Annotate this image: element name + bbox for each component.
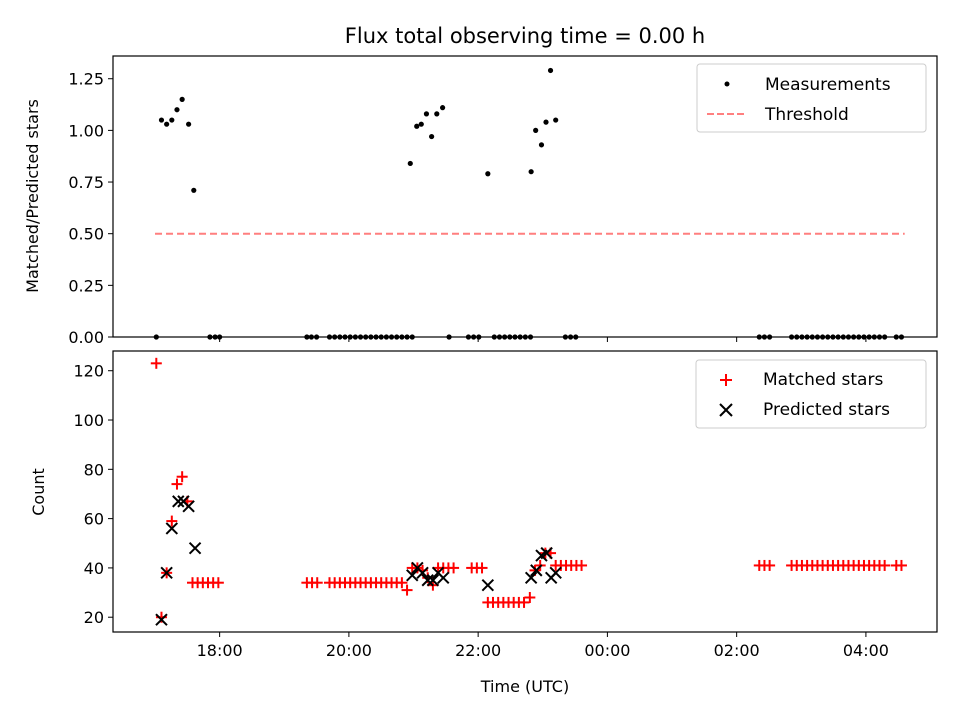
predicted-point	[182, 500, 195, 513]
y-tick-label: 0.50	[68, 225, 104, 244]
x-tick-label: 18:00	[197, 641, 243, 660]
x-tick-label: 02:00	[714, 641, 760, 660]
measurement-point	[533, 127, 539, 133]
measurement-point	[528, 169, 534, 175]
predicted-point	[549, 566, 562, 580]
predicted-point	[160, 566, 173, 580]
bottom-panel: 20 40 60 80 100 120 18:00 20:00 22:00 00:00 02:00 0…	[73, 350, 938, 660]
predicted-point	[172, 495, 185, 508]
matched-point	[576, 559, 588, 571]
x-tick-label: 20:00	[326, 641, 372, 660]
predicted-point	[165, 522, 179, 535]
top-ylabel: Matched/Predicted stars	[23, 99, 42, 293]
measurement-point	[158, 117, 165, 123]
bottom-legend-box	[695, 359, 927, 429]
y-tick-label: 0.25	[68, 276, 104, 295]
top-legend: Measurements Threshold	[696, 63, 927, 133]
measurement-point	[553, 117, 559, 123]
measurement-point	[429, 133, 435, 140]
measurement-point	[547, 67, 554, 74]
legend-threshold-label: Threshold	[764, 105, 849, 125]
matched-point	[879, 559, 891, 571]
predicted-point	[421, 574, 434, 587]
matched-point	[166, 515, 178, 527]
matched-point	[448, 562, 460, 574]
measurement-point	[434, 111, 440, 117]
measurement-point	[414, 123, 420, 129]
measurement-point	[191, 187, 197, 193]
predicted-point	[524, 571, 538, 584]
legend-matched-marker	[720, 374, 732, 386]
predicted-point	[188, 541, 202, 555]
y-tick-label: 60	[84, 510, 104, 529]
predicted-point	[406, 569, 419, 582]
predicted-point	[416, 566, 429, 580]
predicted-point	[437, 571, 450, 584]
measurement-point	[169, 117, 175, 123]
matched-point	[176, 471, 188, 483]
legend-matched-label: Matched stars	[763, 370, 883, 390]
y-tick-label: 0.75	[68, 173, 104, 192]
measurement-point	[174, 107, 180, 113]
legend-measurement-marker	[724, 81, 730, 87]
predicted-point	[426, 574, 440, 587]
legend-predicted-marker	[719, 403, 733, 417]
y-tick-label: 40	[84, 559, 104, 578]
measurement-point	[440, 105, 446, 111]
predicted-point	[540, 546, 553, 560]
measurement-point	[538, 142, 545, 148]
matched-point	[895, 559, 907, 571]
x-tick-label: 22:00	[455, 641, 501, 660]
matched-point	[524, 591, 536, 603]
y-tick-label: 80	[84, 460, 104, 479]
matched-point	[764, 559, 776, 571]
measurement-point	[179, 96, 185, 102]
x-tick-label: 04:00	[843, 641, 889, 660]
matched-point	[171, 478, 183, 490]
measurement-point	[164, 121, 170, 127]
bottom-ylabel: Count	[29, 468, 48, 516]
y-tick-label: 1.25	[68, 70, 104, 89]
predicted-point	[481, 578, 495, 592]
matched-point	[396, 577, 408, 589]
xlabel: Time (UTC)	[480, 677, 569, 696]
matched-point	[518, 596, 530, 608]
top-legend-box	[696, 63, 927, 133]
y-tick-label: 1.00	[68, 121, 104, 140]
x-tick-label: 00:00	[584, 641, 630, 660]
legend-predicted-label: Predicted stars	[763, 400, 890, 420]
bottom-legend: Matched stars Predicted stars	[695, 359, 927, 429]
measurement-point	[423, 111, 430, 117]
y-tick-label: 20	[84, 608, 104, 627]
measurement-point	[418, 121, 424, 127]
y-tick-label: 100	[73, 411, 104, 430]
measurement-point	[407, 160, 413, 167]
axes-frame	[112, 55, 938, 338]
legend-measurements-label: Measurements	[765, 75, 891, 95]
measurement-point	[543, 119, 549, 125]
axes-frame	[112, 350, 938, 633]
matched-point	[311, 577, 323, 589]
measurement-point	[186, 121, 192, 127]
matched-point	[150, 357, 162, 369]
matched-point	[212, 577, 224, 589]
matched-point	[401, 584, 413, 596]
chart-title: Flux total observing time = 0.00 h	[345, 24, 705, 48]
y-tick-label: 120	[73, 362, 104, 381]
matched-point	[476, 562, 488, 574]
predicted-point	[155, 613, 168, 626]
predicted-point	[530, 564, 543, 577]
measurement-point	[485, 171, 491, 177]
y-tick-label: 0.00	[68, 328, 104, 347]
top-panel: 0.00 0.25 0.50 0.75 1.00 1.25	[68, 55, 938, 347]
